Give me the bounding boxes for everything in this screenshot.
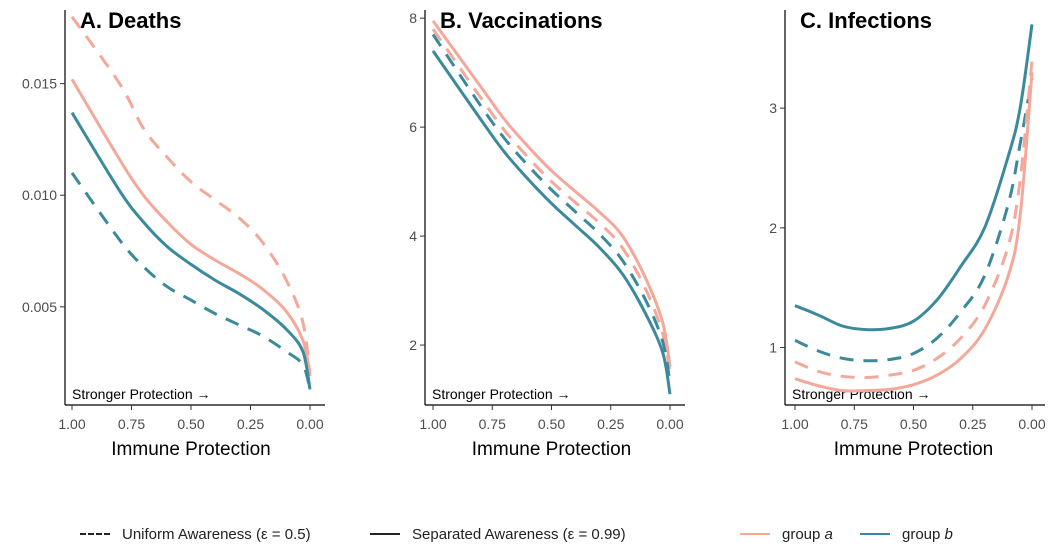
- legend-separated: Separated Awareness (ε = 0.99): [370, 520, 626, 548]
- series-line-group-b-separated: [70, 111, 312, 390]
- figure: 0.005 0.010 0.015 1.00 0.75 0.50 0.25 0.00 Immun…: [22, 8, 1046, 460]
- x-tick-label: 0.00: [1018, 416, 1045, 432]
- y-tick-label: 2: [409, 337, 417, 353]
- stronger-protection-annotation: Stronger Protection →: [792, 386, 931, 402]
- x-tick-label: 0.25: [237, 416, 264, 432]
- x-tick-label: 0.50: [900, 416, 927, 432]
- y-tick-label: 1: [769, 340, 777, 356]
- x-tick-label: 0.75: [841, 416, 868, 432]
- panel-title: A. Deaths: [80, 8, 181, 33]
- y-tick-label: 0.010: [22, 187, 57, 203]
- legend-dashed-swatch: [80, 533, 110, 535]
- x-tick-label: 0.75: [479, 416, 506, 432]
- x-tick-label: 1.00: [58, 416, 85, 432]
- series-line-group-b-uniform: [70, 172, 312, 390]
- legend-group-a-prefix: group: [782, 525, 825, 543]
- y-tick-label: 3: [769, 100, 777, 116]
- y-tick-label: 6: [409, 119, 417, 135]
- y-tick-label: 4: [409, 228, 417, 244]
- x-tick-label: 0.00: [656, 416, 683, 432]
- series-line-group-b-separated: [431, 50, 672, 395]
- series-line-group-a-separated: [70, 78, 312, 375]
- legend-group-a-swatch: [740, 533, 770, 535]
- panel-1: 0.005 0.010 0.015 1.00 0.75 0.50 0.25 0.00 Immun…: [22, 8, 325, 460]
- legend-group-a: group a: [740, 520, 833, 548]
- y-tick-label: 0.005: [22, 299, 57, 315]
- legend: Uniform Awareness (ε = 0.5) Separated Aw…: [0, 520, 1058, 548]
- y-tick-label: 2: [769, 220, 777, 236]
- series-line-group-b-uniform: [431, 33, 672, 384]
- x-axis-label: Immune Protection: [111, 439, 270, 460]
- x-tick-label: 0.75: [118, 416, 145, 432]
- stronger-protection-annotation: Stronger Protection →: [432, 386, 571, 402]
- x-tick-label: 0.25: [959, 416, 986, 432]
- series-line-group-a-separated: [431, 20, 672, 368]
- x-tick-label: 0.50: [177, 416, 204, 432]
- series-line-group-a-uniform: [431, 28, 672, 373]
- panel-title: B. Vaccinations: [440, 8, 603, 33]
- series-line-group-a-separated: [794, 72, 1034, 393]
- legend-group-b: group b: [860, 520, 953, 548]
- panel-3: 1 2 3 1.00 0.75 0.50 0.25 0.00 Immune Protection…: [769, 8, 1046, 460]
- legend-group-a-name: a: [824, 525, 833, 543]
- stronger-protection-annotation: Stronger Protection →: [72, 386, 211, 402]
- x-tick-label: 1.00: [781, 416, 808, 432]
- panel-title: C. Infections: [800, 8, 932, 33]
- y-tick-label: 0.015: [22, 76, 57, 92]
- x-tick-label: 0.25: [597, 416, 624, 432]
- x-tick-label: 0.00: [296, 416, 323, 432]
- legend-uniform: Uniform Awareness (ε = 0.5): [80, 520, 311, 548]
- series-line-group-b-uniform: [794, 77, 1034, 363]
- legend-uniform-label: Uniform Awareness (ε = 0.5): [122, 525, 311, 543]
- series-line-group-a-uniform: [794, 60, 1034, 380]
- legend-group-b-name: b: [944, 525, 953, 543]
- x-tick-label: 0.50: [538, 416, 565, 432]
- panel-2: 2 4 6 8 1.00 0.75 0.50 0.25 0.00 Immune Protectio…: [409, 8, 685, 460]
- legend-group-b-swatch: [860, 533, 890, 535]
- series-line-group-a-uniform: [70, 15, 312, 377]
- legend-group-b-prefix: group: [902, 525, 945, 543]
- x-tick-label: 1.00: [419, 416, 446, 432]
- legend-solid-swatch: [370, 533, 400, 535]
- legend-separated-label: Separated Awareness (ε = 0.99): [412, 525, 626, 543]
- x-axis-label: Immune Protection: [834, 439, 993, 460]
- y-tick-label: 8: [409, 10, 417, 26]
- series-line-group-b-separated: [794, 24, 1034, 332]
- x-axis-label: Immune Protection: [472, 439, 631, 460]
